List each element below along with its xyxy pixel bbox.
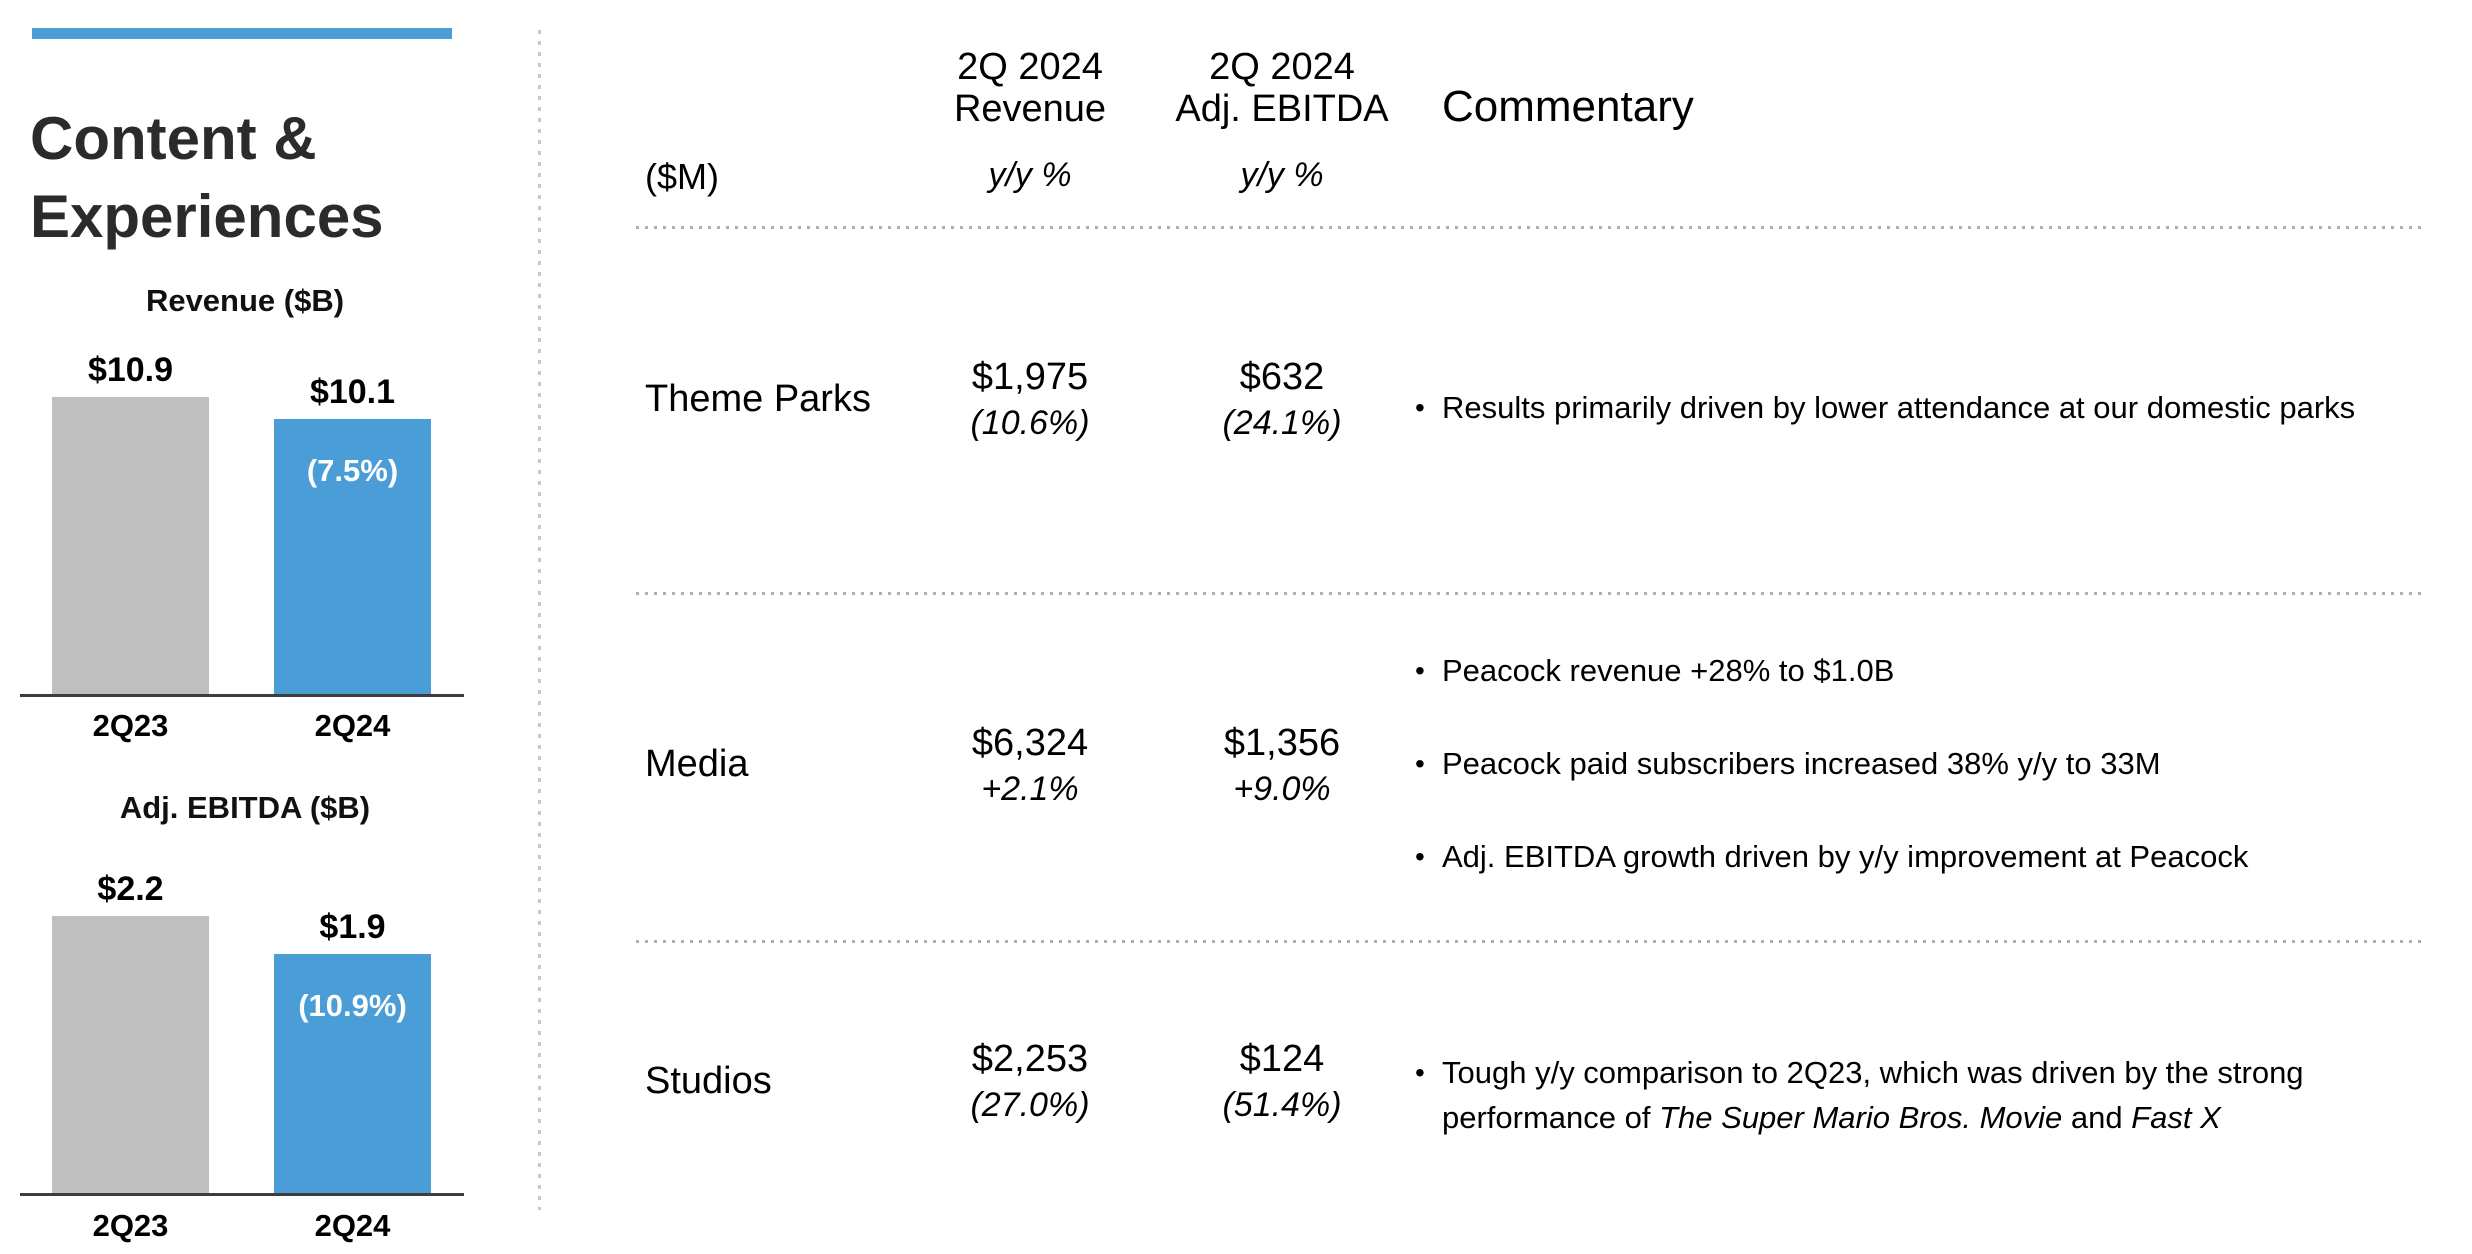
page-title: Content & Experiences — [30, 100, 530, 256]
ebitda-header-line1: 2Q 2024 — [1209, 46, 1355, 88]
ebitda-bar-value-2q24: $1.9 — [319, 908, 386, 946]
dotted-rule-2 — [636, 940, 2426, 943]
revenue-header-line2: Revenue — [953, 88, 1107, 130]
theme-parks-bullet-1: • Results primarily driven by lower atte… — [1415, 385, 2420, 430]
movie-title-2: Fast X — [2131, 1100, 2221, 1135]
revenue-xlabel-2q23: 2Q23 — [92, 708, 169, 743]
column-header-ebitda: 2Q 2024 Adj. EBITDA — [1132, 46, 1432, 130]
bullet-icon: • — [1415, 1057, 1425, 1088]
ebitda-chart-title: Adj. EBITDA ($B) — [119, 790, 371, 825]
media-revenue-yoy: +2.1% — [981, 770, 1079, 808]
ebitda-bar-2q24 — [274, 954, 431, 1193]
segment-label-studios: Studios — [645, 1060, 772, 1102]
movie-title-1: The Super Mario Bros. Movie — [1659, 1100, 2063, 1135]
revenue-bar-value-2q24: $10.1 — [309, 373, 396, 411]
bullet-icon: • — [1415, 841, 1425, 872]
media-ebitda: $1,356 — [1223, 722, 1341, 764]
bullet-icon: • — [1415, 392, 1425, 423]
theme-parks-ebitda: $632 — [1239, 356, 1325, 398]
bullet-icon: • — [1415, 655, 1425, 686]
revenue-header-line1: 2Q 2024 — [957, 46, 1103, 88]
revenue-bar-2q24 — [274, 419, 431, 694]
revenue-subheader-yoy: y/y % — [988, 156, 1072, 194]
ebitda-xlabel-2q24: 2Q24 — [314, 1208, 391, 1243]
segment-label-theme-parks: Theme Parks — [645, 378, 871, 420]
revenue-bar-value-2q23: $10.9 — [87, 351, 174, 389]
ebitda-header-line2: Adj. EBITDA — [1175, 88, 1389, 130]
studios-bullet-1: • Tough y/y comparison to 2Q23, which wa… — [1415, 1050, 2420, 1140]
bullet-icon: • — [1415, 748, 1425, 779]
unit-label: ($M) — [645, 156, 719, 197]
column-header-commentary: Commentary — [1442, 82, 1694, 131]
theme-parks-ebitda-yoy: (24.1%) — [1222, 404, 1342, 442]
accent-bar — [32, 28, 452, 39]
ebitda-xlabel-2q23: 2Q23 — [92, 1208, 169, 1243]
ebitda-change-label: (10.9%) — [298, 988, 407, 1023]
media-bullet-1: • Peacock revenue +28% to $1.0B — [1415, 648, 2420, 693]
studios-bullet-text-mid: and — [2062, 1100, 2132, 1135]
vertical-dotted-divider — [538, 30, 541, 1210]
ebitda-subheader-yoy: y/y % — [1240, 156, 1324, 194]
dotted-rule-1 — [636, 592, 2426, 595]
media-bullet-3: • Adj. EBITDA growth driven by y/y impro… — [1415, 834, 2420, 879]
page-title-line1: Content & — [30, 105, 317, 172]
page-title-line2: Experiences — [30, 183, 384, 250]
theme-parks-revenue-yoy: (10.6%) — [970, 404, 1090, 442]
media-revenue: $6,324 — [971, 722, 1089, 764]
studios-revenue: $2,253 — [971, 1038, 1089, 1080]
studios-ebitda-yoy: (51.4%) — [1222, 1086, 1342, 1124]
ebitda-bar-value-2q23: $2.2 — [97, 870, 164, 908]
studios-revenue-yoy: (27.0%) — [970, 1086, 1090, 1124]
studios-bullet-text: Tough y/y comparison to 2Q23, which was … — [1442, 1055, 2304, 1135]
column-header-revenue: 2Q 2024 Revenue — [880, 46, 1180, 130]
studios-ebitda: $124 — [1239, 1038, 1325, 1080]
revenue-xlabel-2q24: 2Q24 — [314, 708, 391, 743]
revenue-bar-2q23 — [52, 397, 209, 694]
ebitda-axis-line — [20, 1193, 464, 1196]
revenue-change-label: (7.5%) — [306, 453, 399, 488]
dotted-rule-header — [636, 226, 2426, 229]
ebitda-bar-2q23 — [52, 916, 209, 1193]
segment-label-media: Media — [645, 743, 749, 785]
media-bullet-2: • Peacock paid subscribers increased 38%… — [1415, 741, 2420, 786]
revenue-chart-title: Revenue ($B) — [145, 283, 345, 318]
media-ebitda-yoy: +9.0% — [1233, 770, 1331, 808]
theme-parks-revenue: $1,975 — [971, 356, 1089, 398]
revenue-axis-line — [20, 694, 464, 697]
